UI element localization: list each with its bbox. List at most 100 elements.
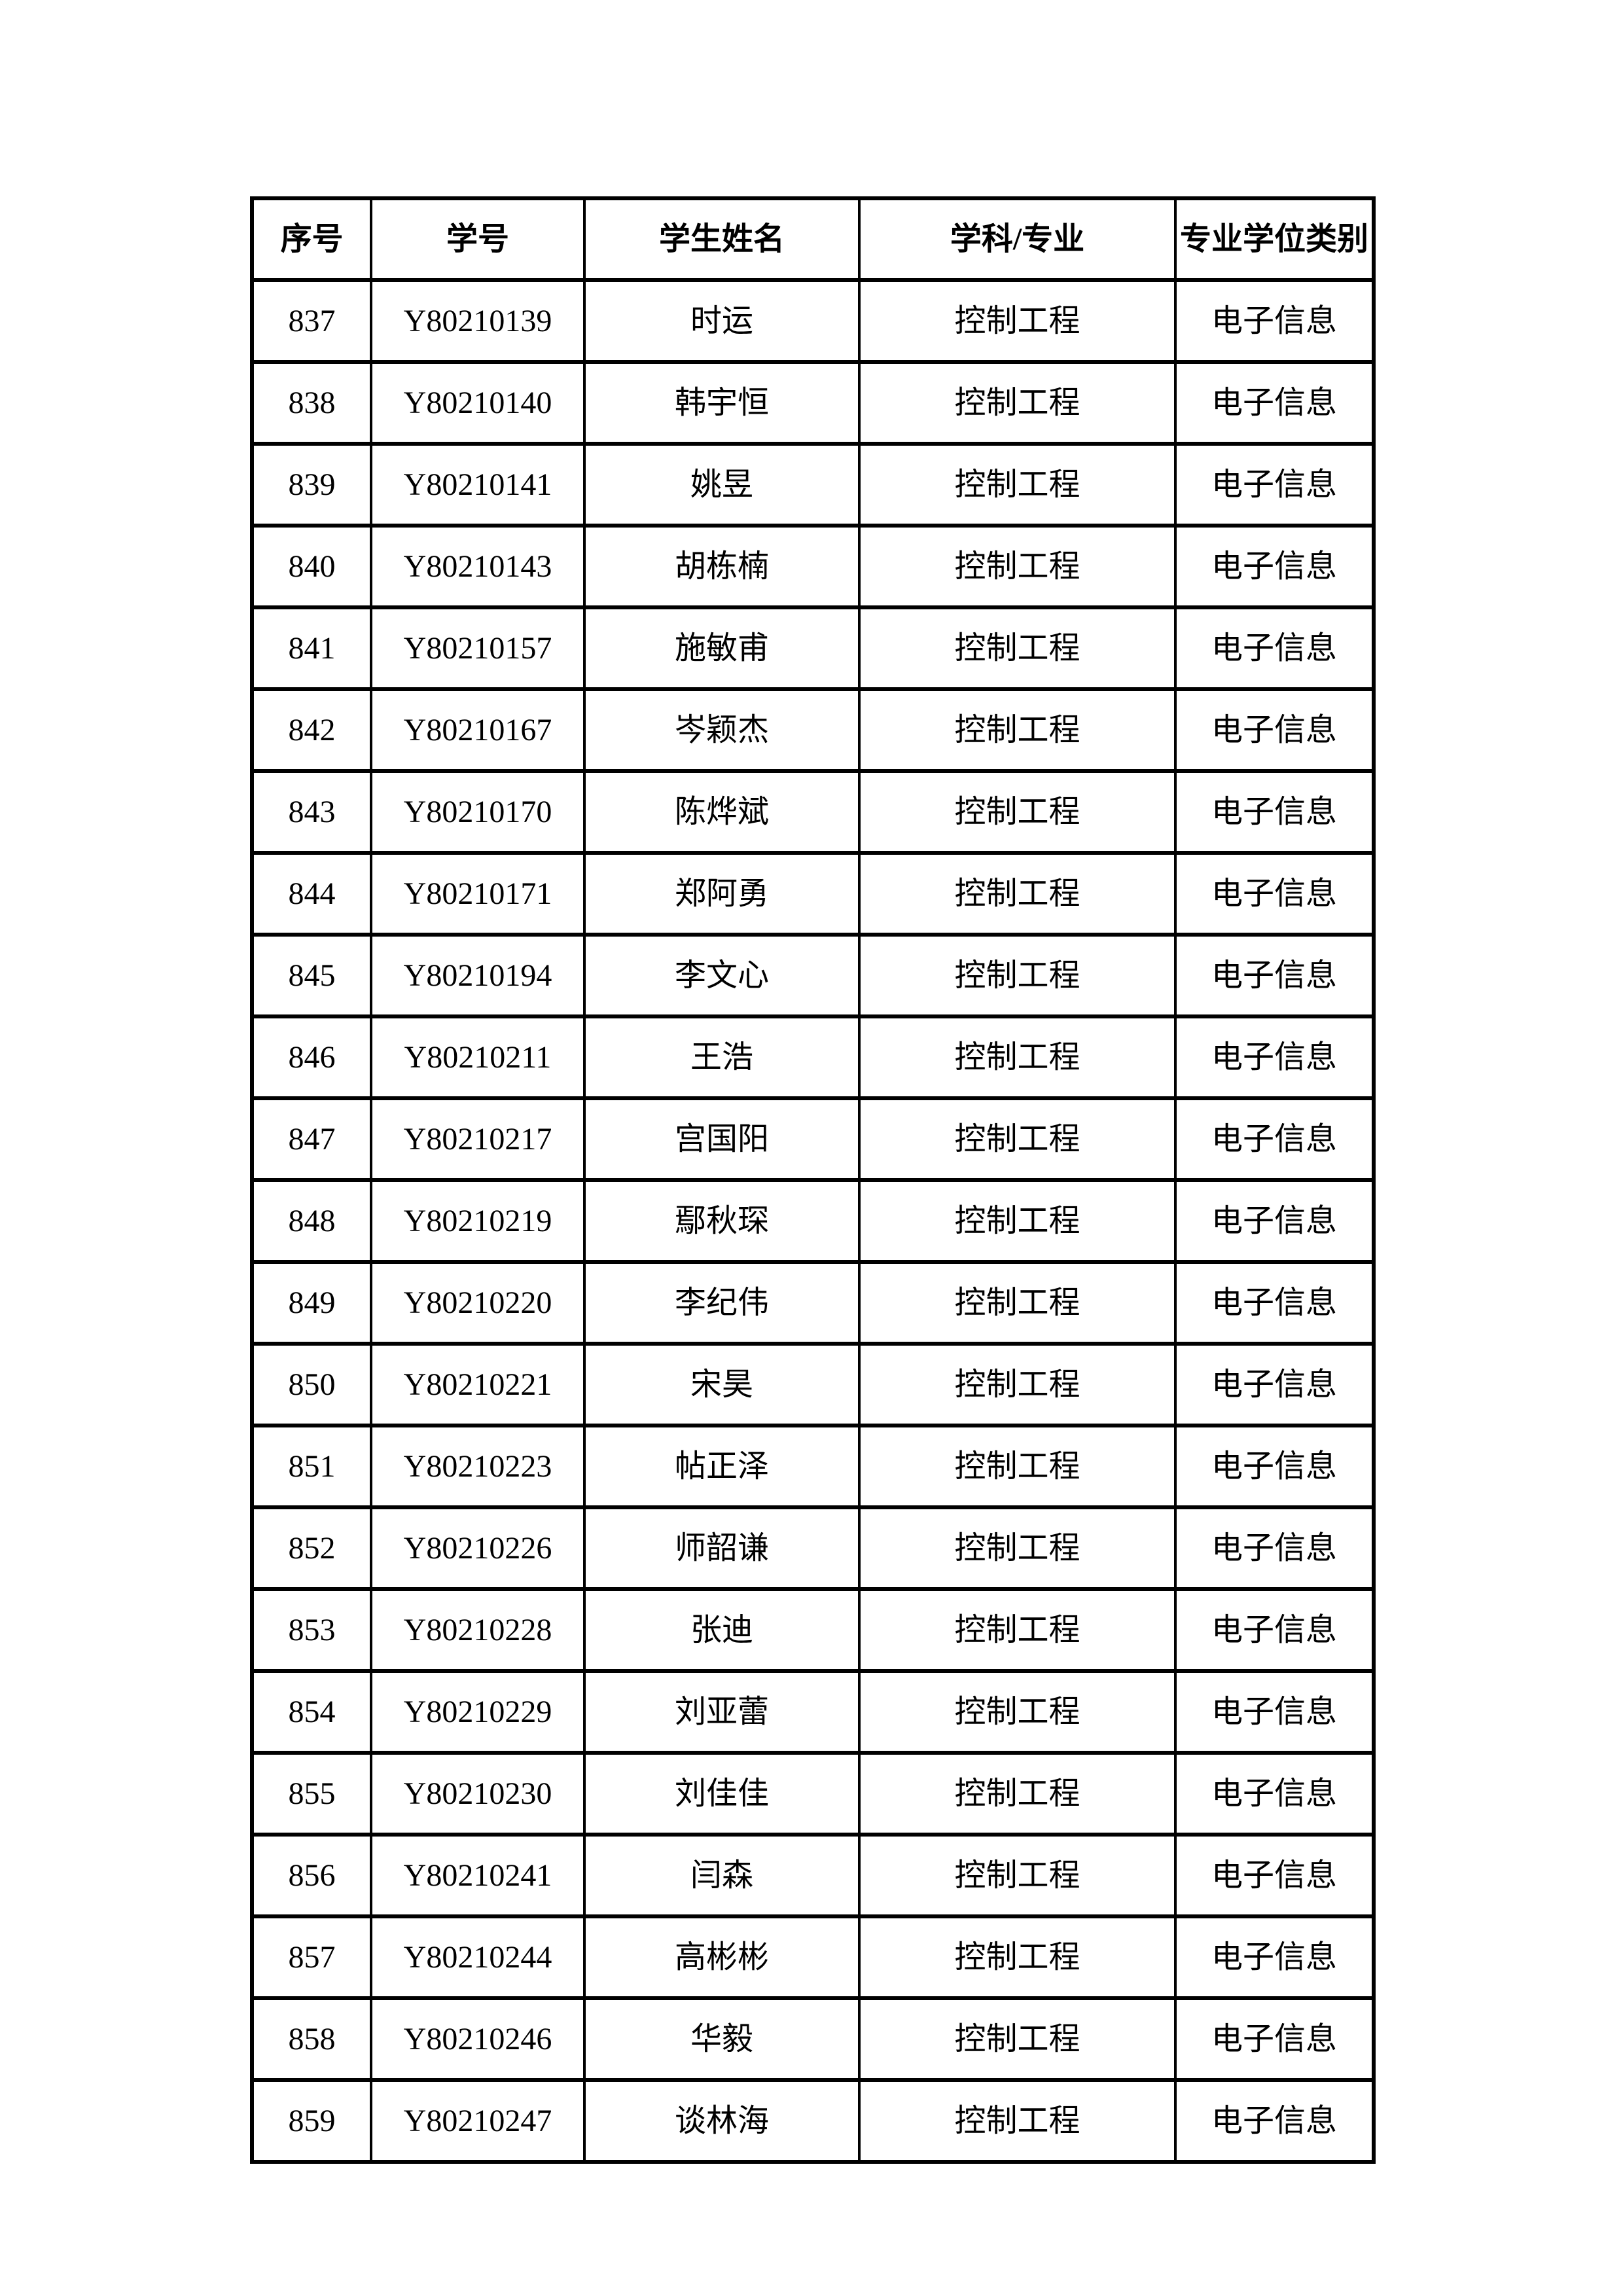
table-row: 852 Y80210226 师韶谦 控制工程 电子信息 <box>251 1505 1375 1591</box>
cell-student-name: 宋昊 <box>583 1342 861 1427</box>
col-header-student-name: 学生姓名 <box>583 196 861 282</box>
cell-student-name: 姚昱 <box>583 442 861 528</box>
cell-student-id: Y80210141 <box>370 442 586 528</box>
table-row: 851 Y80210223 帖正泽 控制工程 电子信息 <box>251 1424 1375 1509</box>
cell-serial-number: 843 <box>251 769 372 855</box>
cell-degree-category: 电子信息 <box>1174 1260 1375 1346</box>
cell-serial-number: 854 <box>251 1669 372 1755</box>
cell-student-id: Y80210220 <box>370 1260 586 1346</box>
table-row: 850 Y80210221 宋昊 控制工程 电子信息 <box>251 1342 1375 1427</box>
table-row: 839 Y80210141 姚昱 控制工程 电子信息 <box>251 442 1375 528</box>
cell-student-name: 谈林海 <box>583 2078 861 2164</box>
cell-student-name: 陈烨斌 <box>583 769 861 855</box>
cell-degree-category: 电子信息 <box>1174 605 1375 691</box>
cell-student-id: Y80210211 <box>370 1014 586 1100</box>
cell-degree-category: 电子信息 <box>1174 1751 1375 1837</box>
cell-degree-category: 电子信息 <box>1174 1342 1375 1427</box>
cell-major: 控制工程 <box>858 1260 1177 1346</box>
cell-major: 控制工程 <box>858 2078 1177 2164</box>
cell-degree-category: 电子信息 <box>1174 1587 1375 1673</box>
cell-student-id: Y80210244 <box>370 1914 586 2000</box>
table-row: 845 Y80210194 李文心 控制工程 电子信息 <box>251 933 1375 1018</box>
cell-student-name: 李文心 <box>583 933 861 1018</box>
cell-student-id: Y80210247 <box>370 2078 586 2164</box>
col-header-student-id: 学号 <box>370 196 586 282</box>
table-row: 840 Y80210143 胡栋楠 控制工程 电子信息 <box>251 524 1375 609</box>
cell-degree-category: 电子信息 <box>1174 1914 1375 2000</box>
cell-serial-number: 841 <box>251 605 372 691</box>
cell-major: 控制工程 <box>858 360 1177 446</box>
cell-serial-number: 839 <box>251 442 372 528</box>
cell-major: 控制工程 <box>858 851 1177 937</box>
cell-degree-category: 电子信息 <box>1174 769 1375 855</box>
cell-serial-number: 852 <box>251 1505 372 1591</box>
cell-student-id: Y80210167 <box>370 687 586 773</box>
cell-major: 控制工程 <box>858 442 1177 528</box>
cell-student-name: 韩宇恒 <box>583 360 861 446</box>
table-row: 848 Y80210219 鄢秋琛 控制工程 电子信息 <box>251 1178 1375 1264</box>
cell-serial-number: 856 <box>251 1833 372 1918</box>
cell-serial-number: 858 <box>251 1996 372 2082</box>
cell-student-id: Y80210221 <box>370 1342 586 1427</box>
cell-student-name: 李纪伟 <box>583 1260 861 1346</box>
cell-student-id: Y80210157 <box>370 605 586 691</box>
cell-degree-category: 电子信息 <box>1174 1424 1375 1509</box>
cell-serial-number: 851 <box>251 1424 372 1509</box>
cell-serial-number: 857 <box>251 1914 372 2000</box>
col-header-degree-category: 专业学位类别 <box>1174 196 1375 282</box>
table-row: 854 Y80210229 刘亚蕾 控制工程 电子信息 <box>251 1669 1375 1755</box>
cell-student-name: 帖正泽 <box>583 1424 861 1509</box>
table-row: 844 Y80210171 郑阿勇 控制工程 电子信息 <box>251 851 1375 937</box>
cell-student-name: 宫国阳 <box>583 1096 861 1182</box>
cell-degree-category: 电子信息 <box>1174 687 1375 773</box>
cell-degree-category: 电子信息 <box>1174 1178 1375 1264</box>
table-row: 849 Y80210220 李纪伟 控制工程 电子信息 <box>251 1260 1375 1346</box>
cell-major: 控制工程 <box>858 1014 1177 1100</box>
cell-serial-number: 842 <box>251 687 372 773</box>
cell-serial-number: 838 <box>251 360 372 446</box>
roster-body: 837 Y80210139 时运 控制工程 电子信息 838 Y80210140 韩宇恒 控制工… <box>251 278 1375 2164</box>
cell-major: 控制工程 <box>858 1096 1177 1182</box>
cell-student-name: 郑阿勇 <box>583 851 861 937</box>
cell-student-name: 刘佳佳 <box>583 1751 861 1837</box>
cell-student-id: Y80210143 <box>370 524 586 609</box>
table-row: 847 Y80210217 宫国阳 控制工程 电子信息 <box>251 1096 1375 1182</box>
table-row: 857 Y80210244 高彬彬 控制工程 电子信息 <box>251 1914 1375 2000</box>
cell-degree-category: 电子信息 <box>1174 524 1375 609</box>
table-row: 855 Y80210230 刘佳佳 控制工程 电子信息 <box>251 1751 1375 1837</box>
cell-serial-number: 859 <box>251 2078 372 2164</box>
cell-major: 控制工程 <box>858 1751 1177 1837</box>
cell-student-id: Y80210139 <box>370 278 586 364</box>
cell-student-name: 鄢秋琛 <box>583 1178 861 1264</box>
col-header-serial-number: 序号 <box>251 196 372 282</box>
table-row: 856 Y80210241 闫森 控制工程 电子信息 <box>251 1833 1375 1918</box>
cell-major: 控制工程 <box>858 933 1177 1018</box>
table-row: 843 Y80210170 陈烨斌 控制工程 电子信息 <box>251 769 1375 855</box>
cell-degree-category: 电子信息 <box>1174 1996 1375 2082</box>
student-roster-table: 序号 学号 学生姓名 学科/专业 专业学位类别 837 Y80210139 时运 控制… <box>250 196 1376 2164</box>
table-row: 853 Y80210228 张迪 控制工程 电子信息 <box>251 1587 1375 1673</box>
col-header-major: 学科/专业 <box>858 196 1177 282</box>
cell-degree-category: 电子信息 <box>1174 2078 1375 2164</box>
cell-major: 控制工程 <box>858 687 1177 773</box>
cell-student-name: 时运 <box>583 278 861 364</box>
cell-major: 控制工程 <box>858 769 1177 855</box>
table-row: 838 Y80210140 韩宇恒 控制工程 电子信息 <box>251 360 1375 446</box>
cell-serial-number: 853 <box>251 1587 372 1673</box>
cell-major: 控制工程 <box>858 1178 1177 1264</box>
cell-serial-number: 837 <box>251 278 372 364</box>
cell-student-name: 华毅 <box>583 1996 861 2082</box>
cell-major: 控制工程 <box>858 1833 1177 1918</box>
cell-major: 控制工程 <box>858 524 1177 609</box>
cell-degree-category: 电子信息 <box>1174 278 1375 364</box>
cell-degree-category: 电子信息 <box>1174 1505 1375 1591</box>
cell-serial-number: 846 <box>251 1014 372 1100</box>
cell-student-name: 王浩 <box>583 1014 861 1100</box>
cell-serial-number: 850 <box>251 1342 372 1427</box>
cell-serial-number: 840 <box>251 524 372 609</box>
cell-student-id: Y80210223 <box>370 1424 586 1509</box>
cell-major: 控制工程 <box>858 1996 1177 2082</box>
cell-degree-category: 电子信息 <box>1174 1014 1375 1100</box>
cell-student-id: Y80210246 <box>370 1996 586 2082</box>
